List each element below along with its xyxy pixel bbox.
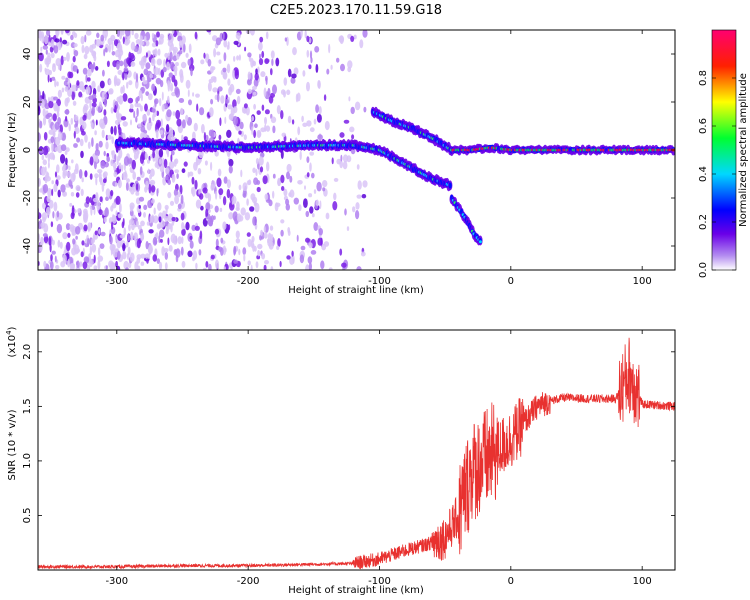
snr-xtick: 0 bbox=[508, 330, 514, 587]
colorbar-tick: 0.6 bbox=[698, 118, 736, 134]
colorbar-tick: 0.0 bbox=[698, 262, 736, 278]
snr-multiplier-base: (x10 bbox=[7, 335, 18, 358]
snr-xtick: -200 bbox=[237, 330, 260, 587]
snr-xtick-label: -200 bbox=[237, 576, 260, 587]
snr-ytick-label: 0.5 bbox=[22, 508, 33, 524]
spectrogram-xtick-label: -300 bbox=[105, 276, 128, 287]
snr-multiplier: (x104) bbox=[5, 326, 18, 357]
colorbar-tick: 0.8 bbox=[698, 70, 736, 86]
spectrogram-xtick: -100 bbox=[368, 30, 391, 287]
snr-panel: -300 -200 -100 0 100 0.5 1.0 1.5 2.0 Height of s… bbox=[5, 326, 676, 596]
colorbar-tick-label: 0.0 bbox=[698, 262, 709, 278]
figure-title: C2E5.2023.170.11.59.G18 bbox=[270, 3, 442, 18]
spectrogram-ytick-label: 40 bbox=[22, 48, 33, 61]
snr-frame bbox=[37, 329, 676, 571]
spectrogram-ytick: 0 bbox=[22, 147, 675, 153]
snr-ylabel: SNR (10 * v/v) bbox=[7, 409, 18, 480]
spectrogram-ytick: -40 bbox=[22, 238, 675, 254]
snr-ytick: 1.0 bbox=[22, 453, 675, 469]
spectrogram-xtick: -300 bbox=[105, 30, 128, 287]
snr-content bbox=[38, 337, 675, 570]
colorbar-tick-label: 0.6 bbox=[698, 118, 709, 134]
spectrogram-ytick-label: 0 bbox=[22, 147, 33, 153]
snr-ytick-label: 1.0 bbox=[22, 453, 33, 469]
snr-ytick-label: 2.0 bbox=[22, 344, 33, 360]
colorbar-tick: 0.2 bbox=[698, 214, 736, 230]
snr-ytick: 2.0 bbox=[22, 344, 675, 360]
spectrogram-ylabel: Frequency (Hz) bbox=[7, 112, 18, 188]
colorbar-ticks: 0.0 0.2 0.4 0.6 0.8 bbox=[698, 70, 736, 278]
spectrogram-xlabel: Height of straight line (km) bbox=[288, 285, 424, 296]
spectrogram-xtick: 100 bbox=[633, 30, 652, 287]
spectrogram-ytick-label: 20 bbox=[22, 96, 33, 109]
colorbar-gradient bbox=[711, 29, 737, 271]
snr-xtick-label: 0 bbox=[508, 576, 514, 587]
colorbar-tick-label: 0.2 bbox=[698, 214, 709, 230]
spectrogram-trace bbox=[114, 136, 453, 192]
snr-ytick: 0.5 bbox=[22, 508, 675, 524]
spectrogram-ytick: -20 bbox=[22, 190, 675, 206]
svg-text:(x104): (x104) bbox=[5, 326, 18, 357]
snr-ytick: 1.5 bbox=[22, 398, 675, 414]
snr-xtick-label: 100 bbox=[633, 576, 652, 587]
snr-xtick-label: -300 bbox=[105, 576, 128, 587]
colorbar-tick-label: 0.4 bbox=[698, 166, 709, 182]
colorbar-label: Normalized spectral amplitude bbox=[738, 73, 749, 227]
spectrogram-xtick: -200 bbox=[237, 30, 260, 287]
colorbar-tick: 0.4 bbox=[698, 166, 736, 182]
spectrogram-trace bbox=[449, 194, 483, 246]
snr-series-line bbox=[38, 337, 675, 570]
snr-axes: -300 -200 -100 0 100 0.5 1.0 1.5 2.0 bbox=[22, 330, 675, 587]
spectrogram-ytick: 40 bbox=[22, 48, 675, 61]
spectrogram-trace bbox=[370, 106, 675, 157]
spectrogram-content bbox=[38, 30, 675, 270]
spectrogram-ytick: 20 bbox=[22, 96, 675, 109]
spectrogram-xtick: 0 bbox=[508, 30, 514, 287]
spectrogram-ytick-label: -40 bbox=[22, 238, 33, 254]
snr-xlabel: Height of straight line (km) bbox=[288, 585, 424, 596]
spectrogram-xtick-label: -200 bbox=[237, 276, 260, 287]
snr-xtick: 100 bbox=[633, 330, 652, 587]
spectrogram-noise bbox=[38, 30, 368, 270]
snr-xtick: -100 bbox=[368, 330, 391, 587]
colorbar-tick-label: 0.8 bbox=[698, 70, 709, 86]
spectrogram-ytick-label: -20 bbox=[22, 190, 33, 206]
spectrogram-xtick-label: -100 bbox=[368, 276, 391, 287]
snr-ytick-label: 1.5 bbox=[22, 398, 33, 414]
colorbar: 0.0 0.2 0.4 0.6 0.8 Normalized spectral ampl… bbox=[698, 29, 749, 278]
spectrogram-xtick-label: 0 bbox=[508, 276, 514, 287]
snr-xtick-label: -100 bbox=[368, 576, 391, 587]
snr-multiplier-exp: 4 bbox=[5, 330, 13, 335]
snr-xtick: -300 bbox=[105, 330, 128, 587]
spectrogram-xtick-label: 100 bbox=[633, 276, 652, 287]
